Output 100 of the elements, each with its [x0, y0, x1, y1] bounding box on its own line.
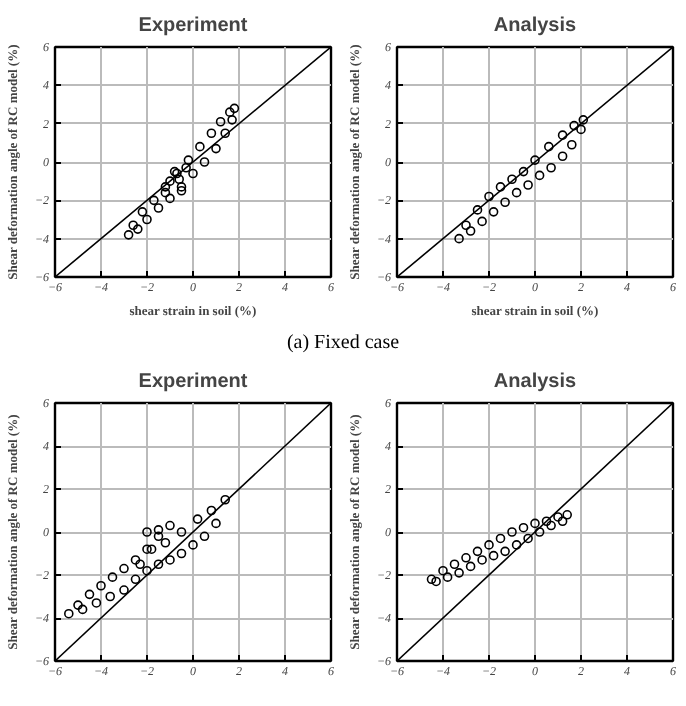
point — [183, 155, 194, 165]
point — [220, 128, 230, 139]
point — [130, 574, 141, 585]
point — [206, 505, 217, 516]
point — [438, 565, 448, 576]
point — [195, 141, 205, 152]
point — [176, 185, 187, 196]
point — [165, 520, 175, 531]
point — [530, 518, 540, 529]
chart-title: Experiment — [138, 371, 249, 393]
point — [188, 168, 198, 179]
point — [153, 525, 164, 535]
point — [142, 565, 152, 576]
point — [153, 531, 164, 542]
chart-title: Analysis — [493, 371, 578, 393]
point — [523, 180, 533, 190]
point — [165, 176, 175, 186]
point — [569, 120, 579, 131]
point — [123, 230, 134, 240]
point — [199, 157, 210, 167]
point — [199, 531, 210, 542]
point — [523, 533, 533, 544]
point — [160, 182, 171, 192]
point — [153, 559, 164, 570]
point — [206, 128, 217, 139]
point — [119, 563, 129, 574]
point — [477, 216, 487, 227]
point — [84, 589, 95, 600]
text: (a) Fixed case — [284, 330, 402, 358]
point — [576, 124, 586, 135]
point — [511, 540, 522, 550]
point — [500, 546, 510, 557]
point — [107, 572, 118, 582]
point — [215, 116, 226, 127]
point — [557, 151, 568, 162]
point — [91, 598, 102, 608]
point — [181, 162, 191, 173]
point — [192, 514, 203, 524]
point — [174, 174, 184, 185]
point — [64, 608, 74, 619]
point — [128, 220, 138, 231]
point — [137, 207, 148, 217]
point — [442, 572, 453, 582]
point — [500, 197, 510, 208]
point — [488, 207, 499, 217]
point — [518, 522, 529, 533]
point — [472, 205, 483, 215]
point — [220, 494, 230, 505]
point — [511, 187, 522, 198]
point — [176, 182, 187, 192]
point — [562, 510, 572, 520]
point — [507, 174, 517, 185]
point — [461, 553, 471, 563]
point — [142, 544, 152, 554]
point — [465, 561, 476, 572]
point — [165, 193, 175, 204]
point — [461, 220, 471, 231]
point — [495, 182, 506, 192]
point — [119, 585, 129, 595]
point — [465, 226, 476, 236]
point — [73, 600, 83, 610]
point — [477, 555, 487, 565]
point — [431, 576, 441, 587]
point — [227, 115, 237, 125]
point — [567, 139, 577, 150]
point — [472, 546, 483, 557]
point — [541, 516, 552, 527]
point — [160, 537, 171, 548]
point — [160, 187, 171, 198]
point — [544, 141, 554, 152]
point — [153, 203, 164, 213]
point — [507, 527, 517, 537]
point — [105, 591, 115, 602]
point — [146, 544, 157, 554]
point — [188, 540, 198, 550]
point — [176, 548, 187, 559]
point — [130, 555, 141, 565]
point — [484, 191, 494, 202]
point — [546, 162, 556, 173]
point — [142, 527, 152, 537]
chart-title: Analysis — [493, 15, 578, 37]
point — [135, 559, 145, 570]
point — [149, 195, 159, 206]
point — [449, 559, 460, 570]
point — [557, 130, 568, 140]
point — [211, 143, 221, 154]
point — [553, 512, 563, 522]
point — [165, 555, 175, 565]
point — [454, 568, 464, 578]
point — [176, 527, 187, 537]
point — [133, 224, 143, 234]
point — [488, 550, 499, 561]
point — [530, 155, 540, 165]
point — [534, 527, 545, 537]
point — [225, 107, 235, 117]
point — [142, 214, 152, 225]
point — [229, 103, 240, 114]
point — [534, 170, 545, 181]
point — [484, 540, 494, 550]
point — [546, 520, 556, 531]
